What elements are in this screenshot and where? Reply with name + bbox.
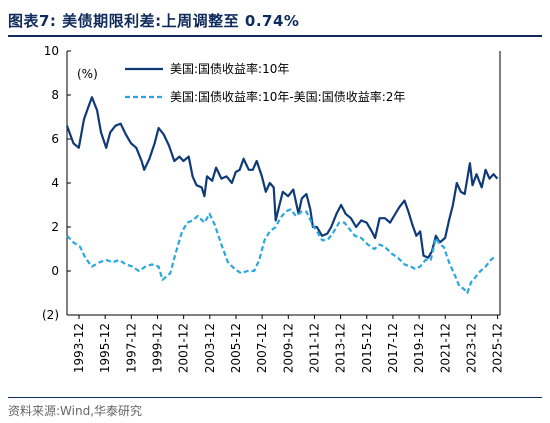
x-tick-label: 2001-12 [177, 323, 191, 373]
x-tick-label: 1993-12 [72, 323, 86, 373]
y-tick-label: 6 [51, 132, 59, 146]
series-10y-yield-line [65, 96, 499, 259]
x-tick-label: 2025-12 [491, 323, 505, 373]
chart-axes: (2) 0 2 4 6 8 10 (%) 1993-12 1995-12 1997-12 1999-1… [42, 44, 505, 373]
y-axis-unit: (%) [77, 67, 98, 81]
legend-label: 美国:国债收益率:10年 [170, 61, 289, 76]
y-tick-label: 10 [44, 44, 59, 58]
x-tick-label: 2007-12 [255, 323, 269, 373]
series-10y-2y-spread-line [66, 208, 497, 295]
figure-title: 图表7: 美债期限利差:上周调整至 0.74% [8, 12, 300, 30]
x-tick-label: 1999-12 [150, 323, 164, 373]
x-tick-label: 2017-12 [386, 323, 400, 373]
source-divider [8, 397, 542, 398]
x-tick-label: 2015-12 [360, 323, 374, 373]
x-tick-label: 2005-12 [229, 323, 243, 373]
x-tick-label: 1995-12 [98, 323, 112, 373]
source-note: 资料来源:Wind,华泰研究 [8, 404, 143, 418]
yield-chart: (2) 0 2 4 6 8 10 (%) 1993-12 1995-12 1997-12 1999-1… [42, 44, 505, 373]
legend-label: 美国:国债收益率:10年-美国:国债收益率:2年 [170, 89, 405, 104]
y-tick-label: (2) [42, 308, 59, 322]
x-tick-label: 2013-12 [334, 323, 348, 373]
x-tick-label: 2009-12 [281, 323, 295, 373]
x-tick-label: 2003-12 [203, 323, 217, 373]
x-tick-label: 2021-12 [438, 323, 452, 373]
series-layer [65, 96, 499, 295]
x-tick-label: 2011-12 [307, 323, 321, 373]
y-tick-label: 0 [51, 264, 59, 278]
y-tick-label: 2 [51, 220, 59, 234]
x-tick-label: 2019-12 [412, 323, 426, 373]
x-tick-label: 1997-12 [124, 323, 138, 373]
x-tick-label: 2023-12 [464, 323, 478, 373]
y-tick-label: 4 [51, 176, 59, 190]
title-divider [8, 35, 542, 37]
y-tick-label: 8 [51, 88, 59, 102]
